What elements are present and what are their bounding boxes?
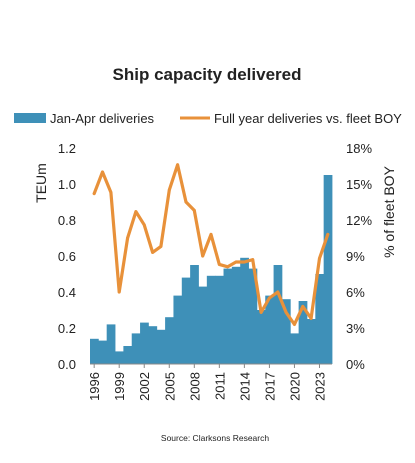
x-tick-label: 2017 [262,372,277,401]
line-series [92,163,330,326]
bar [123,346,133,364]
line-point [92,192,96,196]
y-right-label: % of fleet BOY [381,165,397,257]
line-point [301,305,305,308]
y-right-tick-label: 3% [346,321,365,336]
bar [281,299,291,364]
bar [131,333,141,364]
bar [190,265,199,364]
bar [181,277,191,364]
bar [148,326,158,364]
bar [173,295,183,364]
line-point [293,323,296,326]
line-point [126,236,129,240]
y-right-tick-label: 6% [346,285,365,300]
bar [273,265,283,364]
bar [256,310,266,364]
legend-line-label: Full year deliveries vs. fleet BOY [214,111,402,126]
y-left-tick-label: 1.2 [58,141,76,156]
legend-bar-label: Jan-Apr deliveries [50,111,155,126]
y-left-tick-label: 0.8 [58,213,76,228]
bar [290,333,300,364]
bar [323,175,333,364]
bar [306,319,316,364]
line-point [176,163,180,167]
bar [315,274,325,364]
source-note: Source: Clarksons Research [161,433,269,443]
x-tick-label: 2005 [162,372,177,401]
y-right-ticks: 0% 3% 6% 9% 12% 15% 18% [346,141,372,372]
bar [215,275,224,364]
bar [240,257,249,364]
bar [98,340,108,364]
y-left-tick-label: 0.0 [58,357,76,372]
x-tick-label: 2002 [137,372,152,401]
bar [115,351,124,364]
line-point [142,223,146,227]
bar [140,322,149,364]
x-tick-label: 2023 [313,372,328,401]
legend-bar-swatch [14,113,46,123]
line-point [159,245,163,248]
y-left-label: TEUm [33,163,49,203]
bar [231,266,241,364]
line-point [217,263,221,266]
bar [298,301,308,364]
line-point [209,233,213,236]
bar [198,286,208,364]
line-point [309,317,313,320]
y-right-tick-label: 9% [346,249,365,264]
line-point [318,257,321,260]
y-right-tick-label: 12% [346,213,372,228]
y-left-tick-label: 0.4 [58,285,76,300]
x-tick-label: 2020 [287,372,302,401]
line-point [284,311,288,314]
y-right-tick-label: 15% [346,177,372,192]
chart-title: Ship capacity delivered [113,65,302,84]
line-point [201,254,205,258]
y-right-tick-label: 0% [346,357,365,372]
line-point [192,209,196,212]
y-left-ticks: 0.0 0.2 0.4 0.6 0.8 1.0 1.2 [58,141,76,372]
bar [156,329,166,364]
y-left-tick-label: 0.2 [58,321,76,336]
bar [223,268,233,364]
line-point [226,265,230,269]
x-tick-label: 1996 [87,372,102,401]
bar-series [90,175,333,364]
x-tick-label: 2008 [187,372,202,401]
y-left-tick-label: 0.6 [58,249,76,264]
line-point [276,290,280,294]
line-point [326,233,330,236]
x-tick-label: 1999 [112,372,127,401]
line-point [268,296,271,300]
x-ticks: 1996 1999 2002 2005 2008 2011 2014 2017 2020 2023 [87,364,328,401]
line-point [184,200,188,204]
x-tick-label: 2011 [212,372,227,400]
legend: Jan-Apr deliveries Full year deliveries … [14,111,402,126]
y-left-tick-label: 1.0 [58,177,76,192]
line-point [151,251,154,254]
bar [90,338,99,364]
line-point [109,191,113,194]
bar [106,324,116,364]
bar [165,317,174,364]
line-point [242,260,246,264]
x-tick-label: 2014 [237,372,252,401]
line-point [234,260,238,264]
line-point [167,188,171,192]
line-point [117,290,121,294]
bar [206,275,216,364]
bar [248,268,258,364]
line-point [134,210,138,214]
line-point [259,311,263,314]
line-point [251,258,255,261]
bar [265,295,274,364]
line-point [101,170,104,174]
y-right-tick-label: 18% [346,141,372,156]
